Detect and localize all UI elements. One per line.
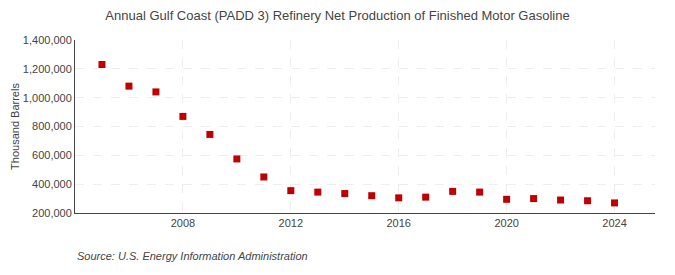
svg-text:1,400,000: 1,400,000 — [23, 34, 72, 46]
svg-text:2020: 2020 — [494, 217, 518, 229]
svg-text:1,200,000: 1,200,000 — [23, 63, 72, 75]
svg-text:600,000: 600,000 — [32, 149, 72, 161]
svg-text:Annual Gulf Coast (PADD 3) Ref: Annual Gulf Coast (PADD 3) Refinery Net … — [105, 8, 569, 23]
svg-text:2008: 2008 — [171, 217, 195, 229]
svg-text:400,000: 400,000 — [32, 178, 72, 190]
svg-text:2012: 2012 — [279, 217, 303, 229]
svg-text:1,000,000: 1,000,000 — [23, 92, 72, 104]
svg-text:Source: U.S. Energy Informatio: Source: U.S. Energy Information Administ… — [77, 250, 308, 262]
svg-text:800,000: 800,000 — [32, 120, 72, 132]
svg-text:2016: 2016 — [386, 217, 410, 229]
svg-text:200,000: 200,000 — [32, 207, 72, 219]
svg-text:Thousand Barrels: Thousand Barrels — [9, 83, 21, 170]
svg-text:2024: 2024 — [602, 217, 626, 229]
